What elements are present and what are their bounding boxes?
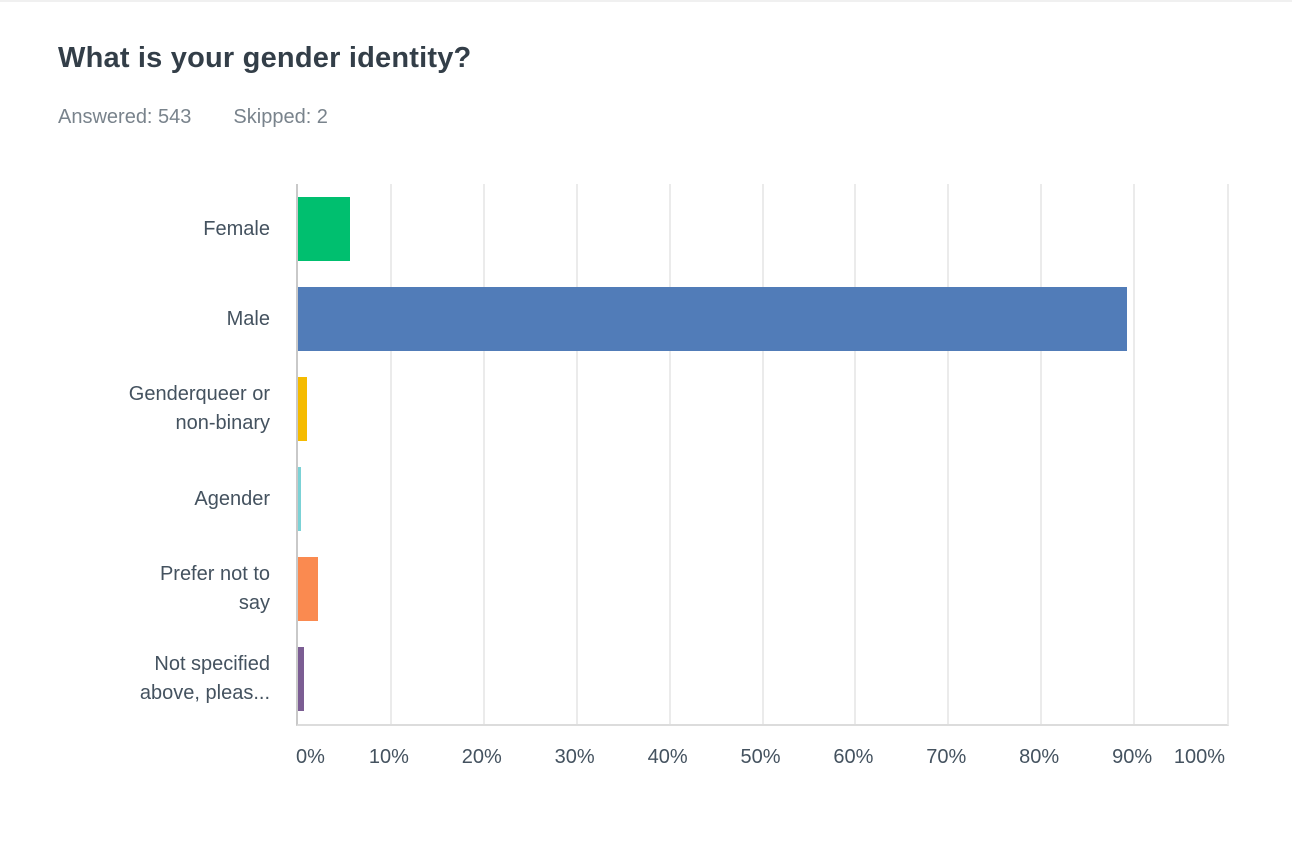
gridline — [668, 184, 671, 724]
gridline — [389, 184, 392, 724]
category-label: Female — [203, 217, 270, 240]
gridline — [761, 184, 764, 724]
answered-count: Answered: 543 — [58, 106, 192, 128]
category-axis: Female Male Genderqueer or non-binary Agende… — [0, 184, 270, 724]
question-title: What is your gender identity? — [58, 42, 472, 74]
x-tick-label: 60% — [833, 746, 874, 768]
bar-male — [298, 287, 1127, 351]
bar-female — [298, 197, 351, 261]
x-tick-label: 90% — [1112, 746, 1153, 768]
x-tick-label: 70% — [926, 746, 967, 768]
category-label: Prefer not to say — [159, 563, 270, 614]
x-tick-label: 100% — [1173, 746, 1225, 768]
category-label: Male — [226, 307, 270, 330]
skipped-count: Skipped: 2 — [233, 106, 328, 128]
x-tick-label: 40% — [647, 746, 688, 768]
x-tick-label: 0% — [296, 746, 325, 768]
category-label: Genderqueer or non-binary — [128, 383, 270, 434]
response-meta: Answered: 543 Skipped: 2 — [58, 106, 328, 129]
bar-genderqueer-or-non-binary — [298, 377, 308, 441]
plot-area — [296, 184, 1229, 726]
percent-axis: 0% 10% 20% 30% 40% 50% 60% 70% 80% 90% 100% — [296, 746, 1225, 774]
gridline — [1133, 184, 1136, 724]
x-tick-label: 20% — [461, 746, 502, 768]
gridline — [575, 184, 578, 724]
x-tick-label: 50% — [740, 746, 781, 768]
bar-agender — [298, 467, 301, 531]
bar-not-specified-above-pleas — [298, 647, 304, 711]
bar-prefer-not-to-say — [298, 557, 319, 621]
x-tick-label: 10% — [368, 746, 409, 768]
gridline — [854, 184, 857, 724]
x-tick-label: 80% — [1019, 746, 1060, 768]
category-label: Agender — [194, 487, 270, 510]
x-tick-label: 30% — [554, 746, 595, 768]
gridline — [947, 184, 950, 724]
category-label: Not specified above, pleas... — [139, 653, 270, 704]
gridline — [482, 184, 485, 724]
gridline — [1040, 184, 1043, 724]
